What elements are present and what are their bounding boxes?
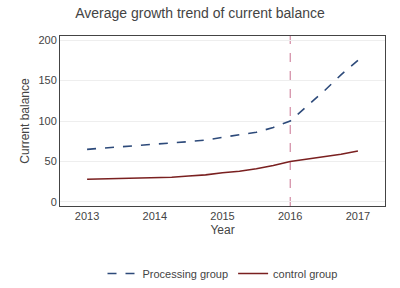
svg-text:2014: 2014	[143, 210, 167, 222]
svg-text:Processing group: Processing group	[143, 268, 229, 280]
svg-text:Current balance: Current balance	[18, 78, 32, 164]
svg-text:Year: Year	[210, 223, 234, 237]
svg-text:150: 150	[38, 74, 56, 86]
svg-text:2015: 2015	[210, 210, 234, 222]
svg-text:2013: 2013	[75, 210, 99, 222]
svg-text:control group: control group	[273, 268, 337, 280]
svg-text:Average growth trend of curren: Average growth trend of current balance	[75, 5, 325, 21]
svg-text:2016: 2016	[278, 210, 302, 222]
svg-text:200: 200	[38, 34, 56, 46]
svg-text:2017: 2017	[346, 210, 370, 222]
svg-text:0: 0	[51, 196, 57, 208]
svg-text:100: 100	[38, 115, 56, 127]
svg-text:50: 50	[45, 155, 57, 167]
